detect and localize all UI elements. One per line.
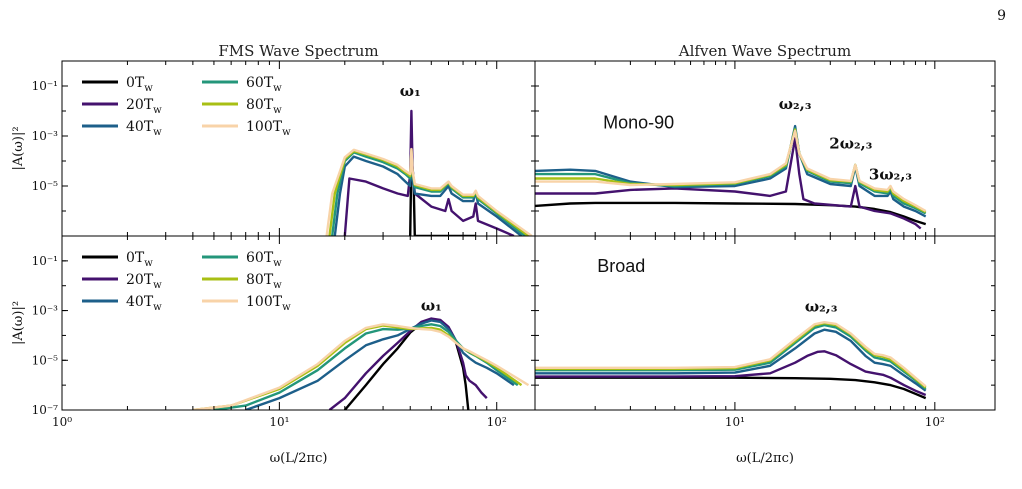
series-line-80tw [328, 148, 530, 236]
legend-label-0tw: 0Tw [126, 75, 153, 94]
x-axis-label: ω(L/2πc) [736, 451, 794, 466]
x-tick-label: 10² [925, 415, 945, 429]
chart-panels: 10⁻¹ 10⁻³ 10⁻⁵ FMS Wave Spectrum |A(ω)|² ω₁ 0T… [11, 42, 996, 466]
y-tick-label: 10⁻³ [32, 129, 59, 143]
chart-title: Alfven Wave Spectrum [678, 42, 851, 60]
series-line-20tw [328, 317, 488, 410]
series-line-60tw [331, 149, 526, 236]
axes-frame [534, 60, 996, 237]
legend-label-40tw: 40Tw [126, 294, 162, 313]
x-tick-label: 10¹ [269, 415, 289, 429]
annotation-3: 3ω₂,₃ [869, 166, 912, 184]
x-tick-label: 10² [487, 415, 507, 429]
series-line-60tw [213, 323, 519, 410]
x-tick-label: 10⁰ [52, 415, 72, 429]
legend: 0Tw 20Tw 40Tw 60Tw 80Tw 100Tw [82, 250, 291, 313]
legend-label-0tw: 0Tw [126, 250, 153, 269]
series-line-0tw [535, 201, 927, 226]
legend-label-60tw: 60Tw [246, 250, 282, 269]
series-line-60tw [535, 323, 927, 390]
legend-label-20tw: 20Tw [126, 97, 162, 116]
annotation-: ω₁ [400, 82, 421, 100]
annotation-: ω₂,₃ [805, 298, 838, 316]
annotation-: ω₁ [421, 297, 442, 315]
page-number: 9 [997, 8, 1006, 24]
series-line-100tw [192, 323, 530, 410]
series-line-20tw [535, 350, 927, 397]
y-tick-label: 10⁻⁵ [32, 353, 59, 367]
series-line-40tw [333, 152, 523, 236]
ticks: 10¹ 10² [534, 235, 996, 429]
legend-label-80tw: 80Tw [246, 272, 282, 291]
y-axis-label: |A(ω)|² [11, 126, 26, 170]
legend-label-40tw: 40Tw [126, 119, 162, 138]
y-tick-label: 10⁻⁵ [32, 179, 59, 193]
panel-alf-broad: 10¹ 10² ω(L/2πc) Broad ω₂,₃ [534, 235, 996, 466]
series-lines [535, 124, 927, 230]
panel-fms-mono: 10⁻¹ 10⁻³ 10⁻⁵ FMS Wave Spectrum |A(ω)|² ω₁ 0T… [11, 42, 536, 237]
x-tick-label: 10¹ [725, 415, 745, 429]
x-axis-label: ω(L/2πc) [270, 451, 328, 466]
panel-alf-mono: Alfven Wave Spectrum Mono-90 ω₂,₃ 2ω₂,₃ 3ω₂,… [534, 42, 996, 237]
annotation-broad: Broad [597, 256, 645, 276]
series-lines [192, 317, 530, 410]
annotation-mono-90: Mono-90 [603, 112, 674, 132]
legend-label-20tw: 20Tw [126, 272, 162, 291]
series-line-100tw [325, 147, 533, 236]
ticks [534, 60, 996, 237]
series-lines [535, 321, 927, 400]
y-axis-label: |A(ω)|² [11, 301, 26, 345]
series-line-40tw [535, 328, 927, 392]
legend-label-100tw: 100Tw [246, 294, 291, 313]
axes-frame [534, 235, 996, 411]
y-tick-label: 10⁻⁷ [32, 403, 59, 417]
series-line-20tw [343, 109, 515, 236]
chart-title: FMS Wave Spectrum [218, 42, 378, 60]
legend: 0Tw 20Tw 40Tw 60Tw 80Tw 100Tw [82, 75, 291, 138]
series-line-100tw [535, 129, 927, 213]
series-line-20tw [535, 137, 922, 230]
series-lines [325, 109, 533, 236]
series-line-100tw [535, 321, 927, 388]
y-tick-label: 10⁻³ [32, 304, 59, 318]
series-line-0tw [535, 376, 927, 400]
legend-label-80tw: 80Tw [246, 97, 282, 116]
y-tick-label: 10⁻¹ [32, 79, 58, 93]
legend-label-60tw: 60Tw [246, 75, 282, 94]
annotation-2: 2ω₂,₃ [829, 134, 872, 152]
legend-label-100tw: 100Tw [246, 119, 291, 138]
ticks: 10⁻¹ 10⁻³ 10⁻⁵ [32, 60, 535, 237]
y-tick-label: 10⁻¹ [32, 254, 58, 268]
series-line-40tw [245, 319, 515, 410]
annotation-: ω₂,₃ [779, 95, 812, 113]
